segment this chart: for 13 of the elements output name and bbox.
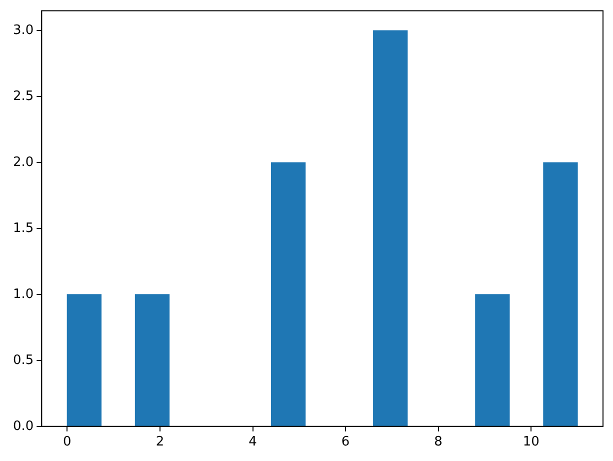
y-tick-label: 0.0 xyxy=(12,418,34,434)
x-tick-label: 6 xyxy=(341,434,350,450)
x-tick-label: 4 xyxy=(248,434,257,450)
y-tick-label: 0.5 xyxy=(12,352,34,368)
x-tick-label: 8 xyxy=(434,434,442,450)
y-tick-label: 1.5 xyxy=(12,220,34,236)
y-tick-label: 2.0 xyxy=(12,154,34,170)
y-tick-label: 3.0 xyxy=(12,22,34,38)
x-tick-label: 10 xyxy=(522,434,540,450)
y-tick-label: 2.5 xyxy=(12,88,34,104)
x-tick-label: 0 xyxy=(63,434,72,450)
y-tick-label: 1.0 xyxy=(12,286,34,302)
x-tick-label: 2 xyxy=(156,434,164,450)
